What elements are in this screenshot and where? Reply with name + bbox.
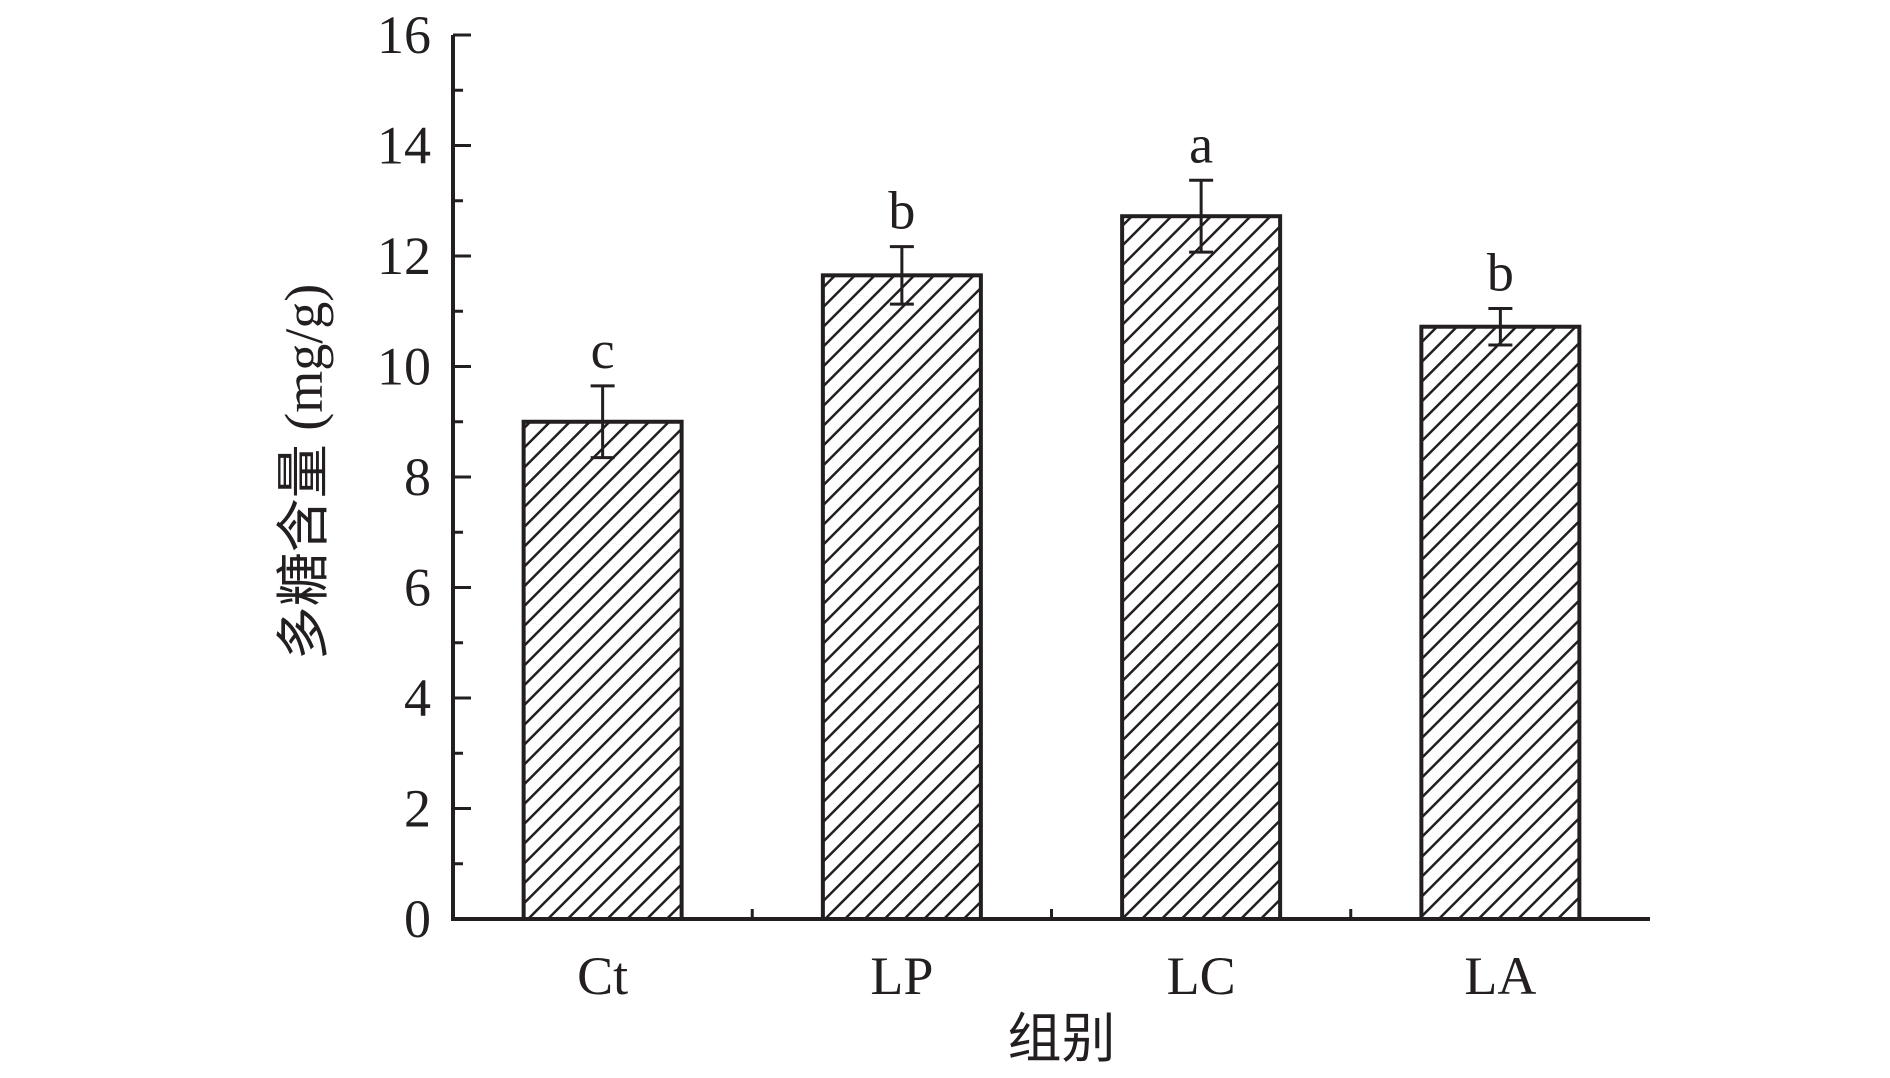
bar-ct [521,419,684,921]
significance-label: b [1487,242,1514,302]
x-axis-title: 组别 [1008,1009,1116,1069]
bar-lp [820,273,983,921]
y-tick-label: 6 [404,558,431,618]
bar-lc [1120,214,1283,922]
significance-label: c [591,320,615,380]
x-tick-label: LC [1167,946,1236,1006]
y-tick-label: 12 [377,226,431,286]
x-tick-label: Ct [577,946,628,1006]
bars [521,178,1582,922]
y-tick-label: 14 [377,116,431,176]
y-tick-label: 10 [377,337,431,397]
x-tick-label: LA [1464,946,1536,1006]
y-tick-label: 4 [404,668,431,728]
bar-la [1419,324,1582,922]
labels: 0 2 4 6 8 10 12 14 16 c Ct b LP a LC b LA 组别 多糖含量 (mg/g) [274,5,1536,1069]
y-tick-label: 0 [404,889,431,949]
y-tick-label: 2 [404,779,431,839]
y-tick-label: 16 [377,5,431,65]
significance-label: a [1189,114,1213,174]
y-axis-title: 多糖含量 (mg/g) [274,284,334,660]
x-tick-label: LP [870,946,933,1006]
significance-label: b [888,181,915,241]
y-tick-label: 8 [404,447,431,507]
